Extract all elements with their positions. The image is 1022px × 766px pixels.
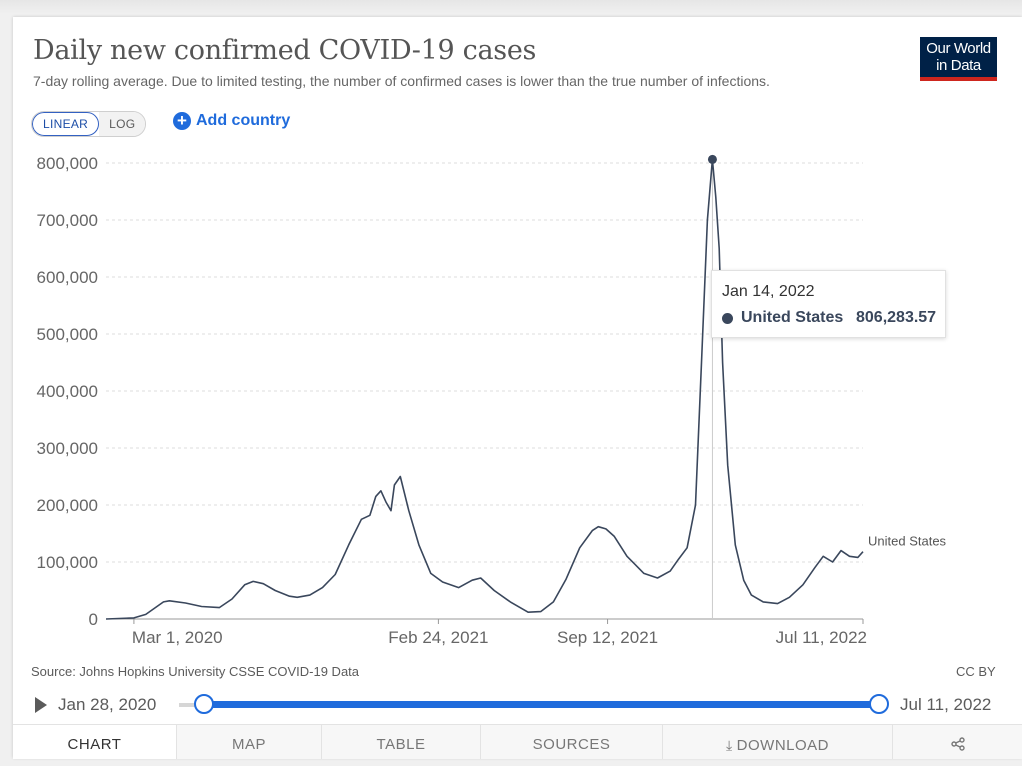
x-axis: Mar 1, 2020 Feb 24, 2021 Sep 12, 2021 Jul 1… [106,618,867,647]
chart-title: Daily new confirmed COVID-19 cases [33,35,537,66]
logo-line-2: in Data [936,57,981,74]
timeline-end-date: Jul 11, 2022 [900,695,992,714]
x-tick-label: Sep 12, 2021 [557,628,658,647]
timeline-end-handle[interactable] [869,694,889,714]
y-tick-label: 700,000 [37,211,98,230]
plus-circle-icon: + [173,112,191,130]
y-tick-label: 200,000 [37,496,98,515]
tooltip-value: 806,283.57 [856,309,937,326]
add-country-label: Add country [196,112,291,129]
download-icon: ⤓ [725,737,733,753]
y-tick-label: 500,000 [37,325,98,344]
tab-download-label: DOWNLOAD [736,737,830,754]
y-tick-label: 300,000 [37,439,98,458]
tab-share[interactable] [892,725,1022,759]
scale-toggle: LINEAR LOG [31,111,147,137]
tooltip: Jan 14, 2022 United States 806,283.57 [711,270,946,338]
x-tick-label: Jul 11, 2022 [776,628,867,647]
owid-logo[interactable]: Our World in Data [920,37,997,81]
y-tick-label: 100,000 [37,553,98,572]
y-tick-label: 400,000 [37,382,98,401]
y-tick-label: 600,000 [37,268,98,287]
linear-scale-button[interactable]: LINEAR [32,112,100,136]
grid-lines [106,162,863,563]
x-tick-label: Mar 1, 2020 [132,628,223,647]
tab-sources[interactable]: SOURCES [480,725,662,759]
tab-chart[interactable]: CHART [13,725,176,759]
license-link[interactable]: CC BY [956,664,996,679]
line-chart[interactable]: 0 100,000 200,000 300,000 400,000 500,000 600,… [13,17,1022,667]
tooltip-date: Jan 14, 2022 [722,283,815,300]
series-line-united-states[interactable] [105,158,864,620]
y-tick-label: 0 [89,610,98,629]
y-tick-label: 800,000 [37,154,98,173]
tab-map[interactable]: MAP [176,725,321,759]
series-end-label: United States [868,534,947,549]
series-dot-icon [722,312,733,324]
source-text[interactable]: Source: Johns Hopkins University CSSE CO… [31,664,360,679]
timeline-range[interactable] [204,701,879,708]
tab-download[interactable]: ⤓ DOWNLOAD [662,725,892,759]
share-icon [950,737,965,751]
chart-card: Daily new confirmed COVID-19 cases 7-day… [13,17,1022,759]
tab-table[interactable]: TABLE [321,725,480,759]
tooltip-series-name: United States [741,309,844,326]
play-icon[interactable] [35,697,47,713]
timeline-start-handle[interactable] [194,694,214,714]
tooltip-row: United States 806,283.57 [722,309,936,327]
add-country-button[interactable]: + Add country [173,112,290,130]
y-axis-labels: 0 100,000 200,000 300,000 400,000 500,000 600,… [37,154,98,629]
log-scale-button[interactable]: LOG [99,112,146,136]
series-layer: United States [105,154,947,620]
chart-subtitle: 7-day rolling average. Due to limited te… [33,73,770,89]
tab-bar: CHART MAP TABLE SOURCES ⤓ DOWNLOAD [13,724,1022,759]
page-top-shadow [0,0,1022,14]
highlight-point[interactable] [707,154,717,164]
x-tick-label: Feb 24, 2021 [388,628,488,647]
logo-line-1: Our World [926,40,991,57]
timeline-start-date: Jan 28, 2020 [58,695,157,714]
